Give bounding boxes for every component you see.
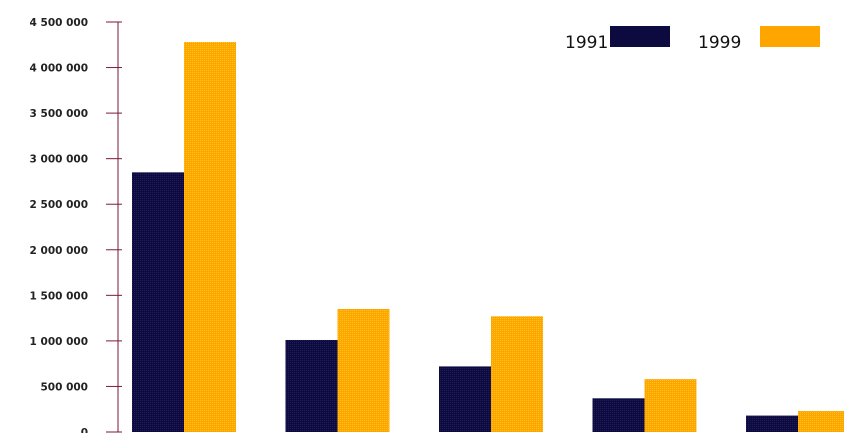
bar-1991 — [746, 415, 798, 432]
legend: 1991 1999 — [565, 26, 820, 53]
y-tick-label: 1 500 000 — [30, 290, 88, 302]
y-tick-label: 0 — [81, 427, 88, 433]
bar-1991 — [592, 398, 645, 432]
bar-1999 — [644, 379, 697, 432]
bar-1999 — [491, 316, 543, 432]
bar-1999 — [184, 42, 236, 433]
y-tick-label: 1 000 000 — [30, 336, 88, 348]
y-tick-label: 3 500 000 — [30, 108, 88, 120]
bar-1999 — [798, 411, 844, 432]
legend-swatch-1999 — [760, 26, 820, 47]
y-tick-label: 4 500 000 — [30, 17, 88, 29]
y-tick-label: 3 000 000 — [30, 154, 88, 166]
y-tick-label: 500 000 — [41, 381, 89, 393]
legend-label-1991: 1991 — [565, 33, 608, 53]
bar-1991 — [132, 172, 184, 433]
y-tick-label: 2 500 000 — [30, 199, 88, 211]
bar-1991 — [439, 366, 491, 432]
legend-label-1999: 1999 — [698, 33, 741, 53]
y-tick-label: 2 000 000 — [30, 245, 88, 257]
bars — [132, 42, 844, 433]
y-axis: 0 500 000 1 000 000 1 500 000 2 000 000 2 500… — [30, 17, 122, 433]
bar-1991 — [285, 339, 338, 432]
legend-swatch-1991 — [610, 26, 670, 47]
bar-1999 — [337, 309, 390, 432]
y-tick-label: 4 000 000 — [30, 63, 88, 75]
